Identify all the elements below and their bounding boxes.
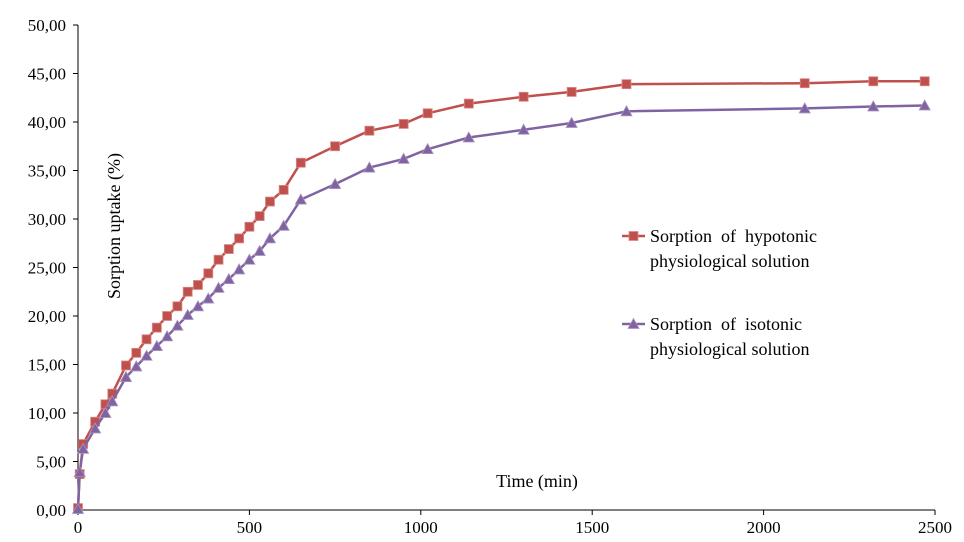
data-point xyxy=(253,244,266,256)
y-tick-label: 45,00 xyxy=(28,65,66,84)
series-isotonic xyxy=(71,99,931,514)
data-point xyxy=(868,76,879,87)
data-point xyxy=(244,221,255,232)
y-tick-label: 40,00 xyxy=(28,113,66,132)
data-point xyxy=(364,125,375,136)
legend-swatch-marker xyxy=(627,317,640,329)
data-point xyxy=(565,116,578,128)
data-point xyxy=(566,87,577,97)
data-point xyxy=(243,253,256,265)
data-point xyxy=(121,360,131,371)
legend-label: Sorption of hypotonic xyxy=(650,226,817,246)
x-axis-title: Time (min) xyxy=(496,471,578,492)
data-point xyxy=(463,98,474,109)
data-point xyxy=(140,349,153,361)
chart-legend: Sorption of hypotonic physiological solut… xyxy=(622,226,817,359)
data-point xyxy=(119,370,133,383)
data-point xyxy=(131,347,142,358)
data-point xyxy=(278,184,289,195)
data-point xyxy=(212,281,225,293)
data-point xyxy=(234,233,245,244)
y-tick-label: 35,00 xyxy=(28,162,66,181)
data-point xyxy=(88,422,102,434)
data-point xyxy=(232,263,246,275)
data-point xyxy=(867,100,880,112)
data-point xyxy=(141,334,152,345)
data-point xyxy=(160,330,174,342)
data-point xyxy=(106,395,119,407)
data-point xyxy=(363,161,376,173)
data-point xyxy=(76,442,90,454)
legend-item-hypotonic: Sorption of hypotonic physiological solut… xyxy=(622,226,817,271)
data-point xyxy=(203,268,214,279)
data-point xyxy=(398,119,409,129)
legend-label: physiological solution xyxy=(650,339,810,359)
data-point xyxy=(918,99,931,111)
data-point xyxy=(254,211,265,221)
data-point xyxy=(202,292,215,304)
data-point xyxy=(151,322,162,333)
data-point xyxy=(223,244,234,254)
data-point xyxy=(213,254,224,265)
y-tick-label: 0,00 xyxy=(36,501,66,520)
data-point xyxy=(397,152,410,164)
y-axis-title: Sorption uptake (%) xyxy=(104,153,125,299)
legend-label: physiological solution xyxy=(650,251,810,271)
data-point xyxy=(263,232,277,244)
y-tick-label: 25,00 xyxy=(28,259,66,278)
data-point xyxy=(172,301,183,312)
data-point xyxy=(150,339,164,351)
data-point xyxy=(130,360,143,372)
x-tick-label: 1500 xyxy=(575,518,609,537)
data-point xyxy=(277,219,290,231)
data-point xyxy=(265,196,275,207)
data-point xyxy=(71,502,85,514)
legend-swatch-marker xyxy=(628,231,639,241)
data-point xyxy=(193,280,203,290)
data-point xyxy=(182,286,193,297)
data-point xyxy=(621,79,632,90)
data-point xyxy=(518,91,529,102)
x-tick-label: 1000 xyxy=(404,518,438,537)
y-tick-label: 10,00 xyxy=(28,404,66,423)
x-tick-label: 0 xyxy=(74,518,83,537)
data-point xyxy=(294,193,307,205)
data-point xyxy=(222,272,236,285)
y-axis-ticks: 0,00 5,00 10,00 15,00 20,00 25,00 30,00 35,00 40… xyxy=(28,16,78,520)
legend-label: Sorption of isotonic xyxy=(650,314,802,334)
data-point xyxy=(171,319,184,331)
x-axis-ticks: 0 500 1000 1500 2000 2500 xyxy=(74,510,952,537)
data-point xyxy=(919,76,930,87)
y-tick-label: 30,00 xyxy=(28,210,66,229)
data-point xyxy=(421,142,434,155)
data-point xyxy=(162,311,173,321)
y-tick-label: 5,00 xyxy=(36,453,66,472)
data-point xyxy=(422,108,433,119)
x-tick-label: 2000 xyxy=(747,518,781,537)
data-point xyxy=(517,123,530,135)
data-point xyxy=(330,141,341,152)
data-point xyxy=(620,104,633,117)
data-point xyxy=(181,308,194,320)
x-tick-label: 2500 xyxy=(918,518,952,537)
data-point xyxy=(73,465,86,478)
data-point xyxy=(295,157,306,168)
data-point xyxy=(798,102,811,114)
data-point xyxy=(328,177,342,189)
x-tick-label: 500 xyxy=(237,518,263,537)
data-point xyxy=(191,299,205,312)
data-point xyxy=(799,78,810,89)
legend-item-isotonic: Sorption of isotonic physiological soluti… xyxy=(622,314,810,359)
data-point xyxy=(99,406,112,418)
series-line xyxy=(76,104,925,510)
y-tick-label: 20,00 xyxy=(28,307,66,326)
series-hypotonic xyxy=(73,76,930,513)
series-layer xyxy=(71,76,931,514)
series-line xyxy=(76,80,925,509)
y-tick-label: 15,00 xyxy=(28,356,66,375)
data-point xyxy=(462,131,475,143)
y-tick-label: 50,00 xyxy=(28,16,66,35)
